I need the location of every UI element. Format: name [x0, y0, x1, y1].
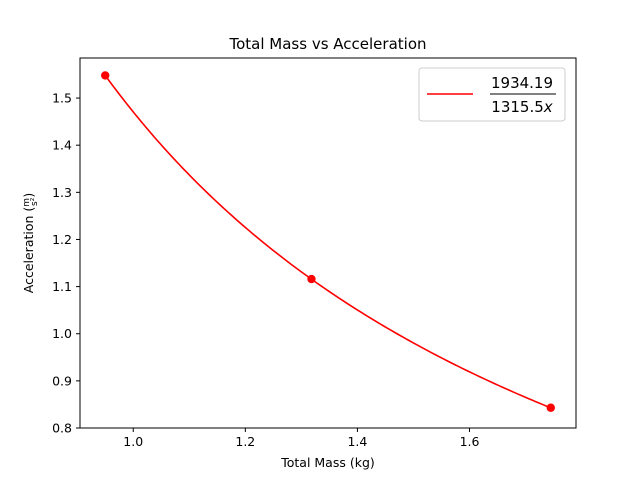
y-tick-label: 1.3	[52, 185, 72, 200]
data-point	[307, 274, 316, 284]
y-axis-label: Acceleration (ms²)	[21, 193, 40, 294]
legend-denominator-value: 1315.5	[491, 98, 544, 116]
legend: 1934.19 1315.5x	[418, 67, 566, 122]
legend-denominator: 1315.5x	[491, 98, 553, 116]
y-tick-label: 1.2	[52, 232, 72, 247]
data-point	[101, 71, 110, 80]
x-tick-label: 1.0	[123, 434, 143, 449]
legend-numerator: 1934.19	[491, 74, 553, 92]
y-tick-label: 0.9	[52, 373, 72, 388]
x-tick-label: 1.4	[347, 434, 367, 449]
y-axis-label-unit-num: m	[22, 198, 32, 207]
svg-text:Acceleration (ms²): Acceleration (ms²)	[21, 193, 40, 294]
y-tick-label: 0.8	[52, 421, 72, 436]
y-axis: 0.8 0.9 1.0 1.1 1.2 1.3 1.4 1.5	[52, 91, 80, 436]
x-tick-label: 1.2	[235, 434, 255, 449]
chart-title: Total Mass vs Acceleration	[229, 35, 427, 53]
y-axis-label-main: Acceleration (	[21, 207, 36, 294]
y-axis-label-close: )	[21, 193, 36, 198]
y-tick-label: 1.0	[52, 326, 72, 341]
fit-curve-line	[104, 74, 552, 409]
axes-frame	[79, 57, 577, 429]
x-axis-label: Total Mass (kg)	[280, 455, 375, 470]
y-axis-label-unit-den: s²	[30, 197, 40, 206]
x-axis: 1.0 1.2 1.4 1.6	[123, 428, 479, 449]
legend-denominator-var: x	[543, 98, 553, 116]
y-tick-label: 1.4	[52, 138, 72, 153]
plot-area	[101, 71, 555, 412]
y-tick-label: 1.5	[52, 91, 72, 106]
data-point	[546, 403, 555, 412]
y-tick-label: 1.1	[52, 279, 72, 294]
x-tick-label: 1.6	[460, 434, 480, 449]
